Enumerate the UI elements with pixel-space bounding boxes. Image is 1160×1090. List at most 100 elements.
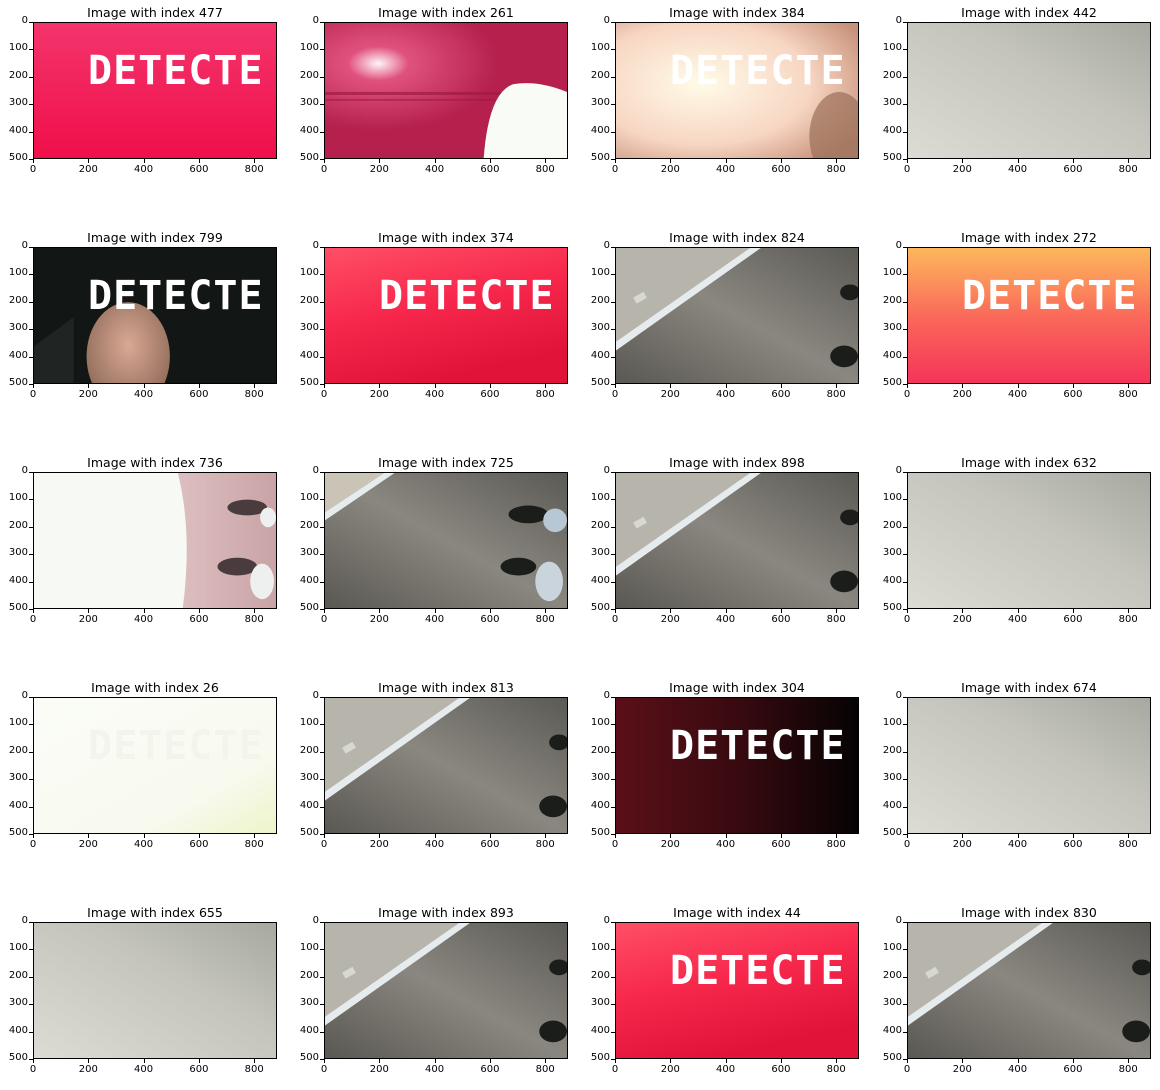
x-tick-label: 400 (1008, 164, 1028, 175)
x-tick-label: 0 (903, 839, 911, 850)
y-tick-mark (611, 131, 615, 133)
x-tick-label: 600 (771, 839, 791, 850)
y-tick-label: 400 (299, 574, 319, 586)
x-tick-label: 400 (134, 614, 154, 625)
y-tick-mark (320, 976, 324, 978)
y-tick-label: 300 (299, 547, 319, 559)
y-tick-mark (320, 356, 324, 358)
panel-title: Image with index 674 (961, 680, 1097, 695)
y-tick-label: 100 (8, 492, 28, 504)
y-tick-label: 300 (299, 97, 319, 109)
y-tick-mark (29, 49, 33, 51)
y-tick-label: 200 (590, 969, 610, 981)
x-tick-mark (725, 159, 727, 163)
y-tick-label: 0 (21, 915, 28, 926)
y-tick-label: 0 (312, 915, 319, 926)
detected-overlay-text: DETECTE (670, 48, 846, 94)
y-tick-mark (611, 1004, 615, 1006)
y-tick-label: 0 (312, 240, 319, 251)
x-tick-mark (725, 384, 727, 388)
panel-title: Image with index 632 (961, 455, 1097, 470)
y-tick-mark (29, 499, 33, 501)
y-tick-mark (611, 976, 615, 978)
x-tick-mark (434, 609, 436, 613)
x-tick-mark (670, 1059, 672, 1063)
y-tick-label: 500 (590, 377, 610, 388)
x-tick-mark (143, 834, 145, 838)
y-tick-label: 100 (882, 942, 902, 954)
y-tick-label: 0 (312, 690, 319, 701)
panel-title: Image with index 384 (669, 5, 805, 20)
image-area: DETECTE (33, 22, 277, 159)
y-tick-label: 500 (590, 827, 610, 838)
y-tick-label: 400 (882, 349, 902, 361)
y-tick-label: 500 (590, 1052, 610, 1063)
x-tick-mark (1128, 609, 1130, 613)
y-tick-mark (903, 1031, 907, 1033)
x-tick-label: 200 (952, 389, 972, 400)
y-tick-mark (320, 49, 324, 51)
x-tick-label: 600 (480, 614, 500, 625)
y-tick-mark (903, 356, 907, 358)
y-tick-label: 0 (895, 465, 902, 476)
panel-title: Image with index 725 (378, 455, 514, 470)
y-tick-label: 200 (590, 744, 610, 756)
panel-title: Image with index 893 (378, 905, 514, 920)
x-tick-label: 0 (29, 1064, 37, 1075)
y-tick-label: 500 (882, 152, 902, 163)
x-tick-label: 800 (535, 1064, 555, 1075)
y-tick-label: 500 (299, 827, 319, 838)
image-area: DETECTE (33, 247, 277, 384)
y-tick-label: 100 (299, 42, 319, 54)
x-tick-label: 800 (1118, 389, 1138, 400)
y-tick-mark (320, 751, 324, 753)
x-tick-mark (1072, 384, 1074, 388)
y-tick-label: 100 (590, 942, 610, 954)
x-tick-mark (379, 609, 381, 613)
detected-overlay-text: DETECTE (88, 48, 264, 94)
y-tick-label: 400 (590, 124, 610, 136)
image-panel: Image with index 477 DETECTE 0 100 200 300 400… (0, 0, 280, 190)
y-tick-mark (903, 581, 907, 583)
x-tick-label: 600 (480, 164, 500, 175)
x-tick-mark (1017, 609, 1019, 613)
y-tick-label: 500 (882, 602, 902, 613)
y-tick-label: 0 (312, 15, 319, 26)
x-tick-mark (324, 1059, 325, 1063)
y-tick-mark (320, 724, 324, 726)
image-area (324, 922, 568, 1059)
y-tick-mark (903, 806, 907, 808)
x-tick-mark (1017, 159, 1019, 163)
x-tick-label: 200 (78, 839, 98, 850)
y-tick-label: 200 (299, 294, 319, 306)
y-tick-mark (611, 554, 615, 556)
x-tick-mark (434, 159, 436, 163)
y-tick-mark (320, 1004, 324, 1006)
y-tick-label: 400 (882, 799, 902, 811)
y-tick-mark (320, 76, 324, 78)
y-tick-mark (320, 554, 324, 556)
x-tick-label: 600 (189, 164, 209, 175)
x-tick-mark (489, 609, 491, 613)
y-tick-mark (903, 976, 907, 978)
y-tick-label: 200 (8, 744, 28, 756)
y-tick-mark (903, 949, 907, 951)
x-tick-label: 0 (29, 164, 37, 175)
y-tick-label: 100 (590, 717, 610, 729)
x-tick-mark (670, 159, 672, 163)
x-tick-mark (836, 834, 838, 838)
y-tick-mark (903, 499, 907, 501)
x-tick-label: 0 (320, 389, 328, 400)
image-panel: Image with index 725 0 100 200 300 400 500 0 200… (291, 450, 571, 640)
y-tick-mark (29, 1059, 33, 1060)
y-tick-mark (29, 1004, 33, 1006)
y-tick-label: 500 (882, 1052, 902, 1063)
x-tick-mark (88, 384, 90, 388)
x-tick-label: 400 (425, 389, 445, 400)
x-tick-label: 0 (903, 389, 911, 400)
x-tick-mark (489, 834, 491, 838)
y-tick-label: 500 (590, 602, 610, 613)
y-tick-label: 100 (299, 267, 319, 279)
panel-title: Image with index 824 (669, 230, 805, 245)
x-tick-mark (1128, 1059, 1130, 1063)
